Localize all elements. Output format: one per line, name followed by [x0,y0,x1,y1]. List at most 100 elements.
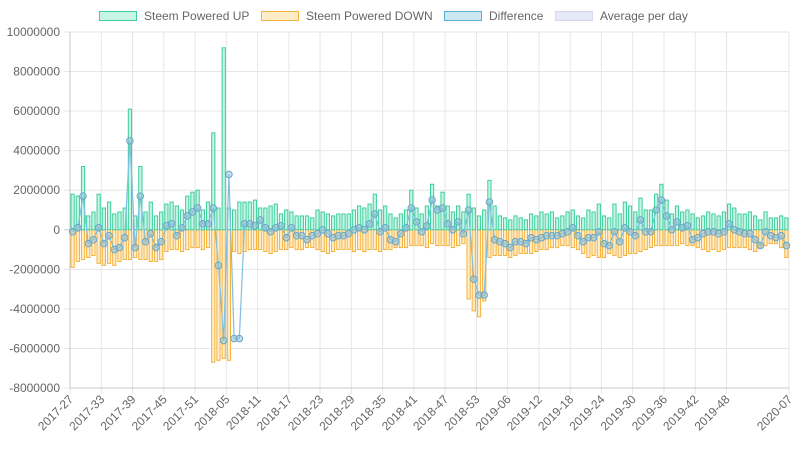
bar-sp-down [659,229,664,247]
bar-sp-down [664,229,669,247]
bar-sp-down [258,229,263,251]
bar-sp-down [680,229,685,245]
bar-sp-down [674,229,680,247]
point-difference [501,239,509,248]
bar-sp-up [91,211,96,231]
point-difference [522,239,530,248]
legend-label-sp-down: Steem Powered DOWN [306,9,433,23]
point-difference [68,227,77,236]
bar-sp-up [299,215,304,231]
bar-sp-up [737,213,742,231]
point-difference [662,212,671,220]
bar-sp-up [456,205,461,231]
bar-sp-up [398,213,403,231]
bar-sp-up [768,217,773,231]
bar-sp-down [211,229,216,363]
point-difference [188,208,197,216]
point-difference [219,336,228,345]
bar-sp-up [659,183,664,231]
point-difference [214,261,223,270]
bar-sp-down [75,229,80,262]
y-tick-label: -4000000 [9,302,60,316]
bar-sp-down [252,229,258,251]
legend-swatch-sp-down [261,11,299,21]
bar-sp-down [414,229,419,247]
point-difference [146,229,155,238]
bar-sp-down [101,229,106,266]
point-difference [89,235,98,244]
point-difference [751,235,759,244]
bar-sp-down [440,229,445,247]
point-difference [417,227,426,236]
bar-sp-up [117,211,122,231]
bar-sp-up [758,219,763,231]
bar-sp-up [169,201,174,231]
bar-sp-down [383,229,388,251]
bar-sp-up [690,213,695,231]
point-difference [402,224,410,232]
bar-sp-down [200,229,205,251]
y-tick-label: 4000000 [13,144,60,158]
legend-item-sp-up[interactable]: Steem Powered UP [99,8,249,24]
bar-sp-up [617,213,622,231]
point-difference [428,196,436,204]
point-difference [287,224,296,232]
point-difference [157,237,165,246]
point-difference [589,233,598,242]
bar-sp-up [148,201,153,231]
point-difference [381,224,390,232]
bar-sp-up [784,217,789,231]
bar-sp-up [393,217,398,231]
point-difference [84,239,93,248]
legend-item-sp-down[interactable]: Steem Powered DOWN [261,8,433,24]
legend-item-difference[interactable]: Difference [444,8,543,24]
bar-sp-up [581,217,586,231]
point-difference [720,227,728,236]
point-difference [636,216,645,224]
legend-item-average[interactable]: Average per day [555,8,688,24]
bar-sp-up [502,217,508,231]
legend-label-sp-up: Steem Powered UP [144,9,250,23]
series-difference [68,136,791,345]
bar-sp-up [779,215,784,231]
bar-sp-down [179,229,185,253]
point-difference [595,227,603,236]
bar-sp-down [638,229,643,253]
bar-sp-up [721,211,726,231]
y-tick-label: 6000000 [13,104,60,118]
point-difference [266,227,275,236]
bar-sp-up [388,213,393,231]
point-difference [126,136,134,145]
point-difference [761,227,770,236]
bar-sp-up [310,217,315,231]
y-tick-label: 10000000 [7,25,61,39]
point-difference [506,243,515,252]
point-difference [365,220,374,228]
bar-sp-up [711,213,716,231]
point-difference [626,227,634,236]
bar-sp-up [101,207,106,231]
bar-sp-up [216,207,221,231]
bar-sp-up [476,215,482,231]
bar-sp-down [528,229,534,255]
bar-sp-down [278,229,284,251]
bar-sp-up [528,213,534,231]
bar-sp-up [435,205,440,231]
point-difference [407,204,416,212]
point-difference [204,220,212,228]
bar-sp-up [471,207,476,231]
point-difference [438,204,447,212]
point-difference [647,227,655,236]
bar-sp-up [586,209,591,231]
bar-sp-up [513,215,518,231]
bar-sp-down [445,229,450,247]
bar-sp-up [716,215,721,231]
bar-sp-up [221,47,226,231]
bar-sp-up [685,209,690,231]
bar-sp-up [612,203,617,231]
point-difference [610,227,619,236]
bar-sp-up [638,197,643,231]
point-difference [449,225,457,234]
bar-sp-up [419,213,424,231]
